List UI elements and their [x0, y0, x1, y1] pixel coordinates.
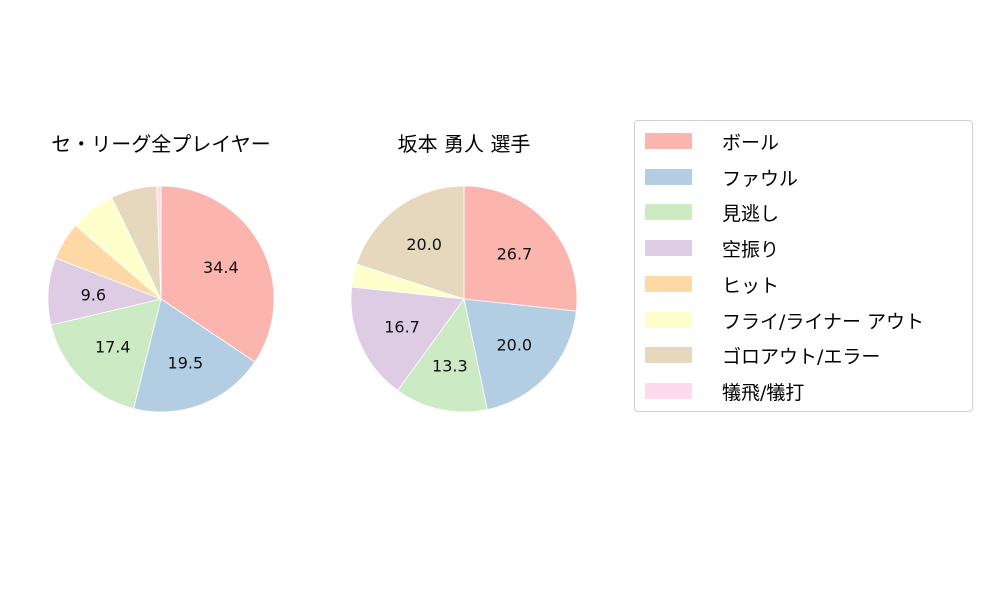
legend-swatch	[645, 383, 692, 399]
right-pie-title: 坂本 勇人 選手	[397, 132, 531, 156]
pie-slice	[50, 298, 162, 410]
legend-item-looking: 見逃し	[645, 202, 779, 225]
legend-swatch	[645, 240, 692, 256]
slice-label: 9.6	[81, 285, 106, 304]
pie-slice	[463, 298, 577, 411]
legend-label: ヒット	[722, 274, 780, 297]
pie-slice	[397, 298, 488, 413]
legend-item-hit: ヒット	[645, 274, 779, 297]
slice-label: 17.4	[95, 338, 131, 357]
pie-player: 26.7 20.0 13.3 16.7 20.0	[350, 185, 578, 413]
slice-label: 16.7	[384, 318, 420, 337]
legend-label: 犠飛/犠打	[722, 381, 805, 404]
legend-item-fly: フライ/ライナー アウト	[645, 310, 924, 333]
legend-item-swinging: 空振り	[645, 238, 779, 261]
slice-label: 34.4	[203, 258, 239, 277]
legend-swatch	[645, 312, 692, 328]
slice-label: 13.3	[432, 356, 468, 375]
pie-slice	[133, 298, 256, 413]
legend-label: ゴロアウト/エラー	[722, 345, 881, 368]
pie-league: 34.4 19.5 17.4 9.6	[47, 185, 275, 413]
pie-slice	[463, 185, 578, 312]
legend-swatch	[645, 276, 692, 292]
legend-swatch	[645, 133, 692, 149]
slice-label: 19.5	[168, 353, 204, 372]
left-pie-title: セ・リーグ全プレイヤー	[51, 132, 271, 156]
pie-slice	[350, 286, 465, 391]
legend-item-ball: ボール	[645, 131, 779, 154]
slice-label: 26.7	[497, 245, 533, 264]
legend-label: フライ/ライナー アウト	[722, 310, 925, 333]
slice-label: 20.0	[496, 335, 532, 354]
pie-slice	[356, 185, 465, 300]
legend: ボール ファウル 見逃し 空振り ヒット フライ/ライナー アウト ゴロアウト/…	[634, 120, 973, 412]
legend-label: ファウル	[722, 167, 799, 190]
legend-item-foul: ファウル	[645, 167, 798, 190]
legend-swatch	[645, 204, 692, 220]
slice-label: 20.0	[406, 235, 442, 254]
legend-label: ボール	[722, 131, 780, 154]
pie-slice	[156, 185, 162, 300]
legend-swatch	[645, 347, 692, 363]
legend-item-sacrifice: 犠飛/犠打	[645, 381, 804, 404]
pie-slice	[160, 185, 275, 363]
legend-label: 見逃し	[722, 202, 780, 225]
legend-swatch	[645, 169, 692, 185]
legend-item-grounder: ゴロアウト/エラー	[645, 345, 880, 368]
legend-label: 空振り	[722, 238, 780, 261]
